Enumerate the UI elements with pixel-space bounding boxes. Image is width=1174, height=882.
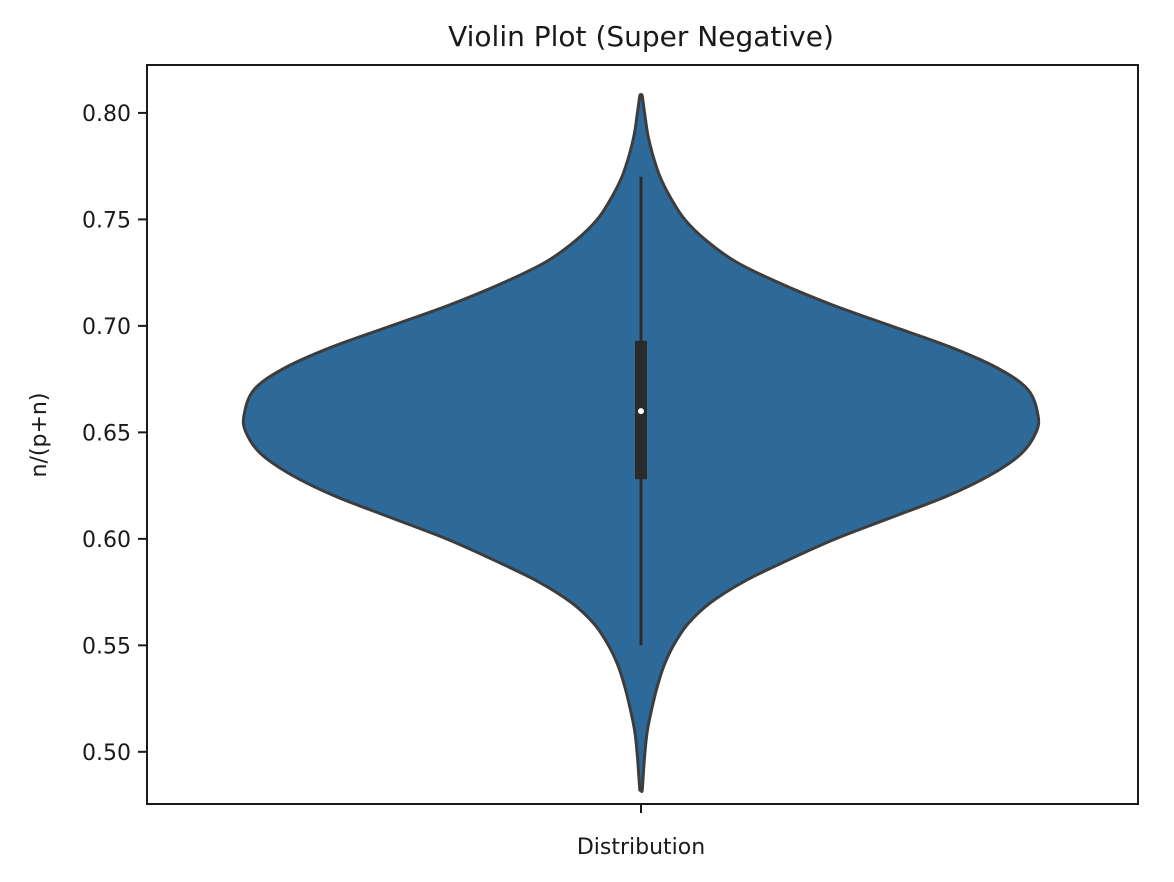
inner-box-group [635, 176, 647, 646]
y-axis-label: n/(p+n) [27, 393, 52, 478]
y-tick-label: 0.70 [82, 315, 131, 340]
y-tick-label: 0.65 [82, 421, 131, 446]
y-axis-ticks: 0.50 0.55 0.60 0.65 0.70 0.75 0.80 [82, 102, 147, 766]
y-tick-label: 0.50 [82, 741, 131, 766]
median-marker [638, 408, 644, 415]
y-tick-label: 0.55 [82, 634, 131, 659]
chart-title: Violin Plot (Super Negative) [448, 20, 834, 53]
y-tick-label: 0.60 [82, 528, 131, 553]
y-tick-label: 0.75 [82, 208, 131, 233]
y-tick-label: 0.80 [82, 102, 131, 127]
x-axis-label: Distribution [577, 835, 705, 860]
